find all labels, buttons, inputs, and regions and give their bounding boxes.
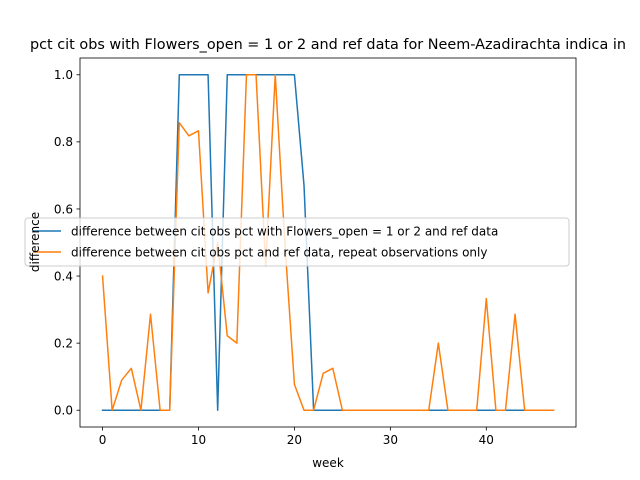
x-tick-label: 10: [191, 433, 206, 447]
axes: 0 10 20 30 40 0.0 0.2 0.4 0.6 0.8 1.0: [54, 68, 494, 447]
x-tick-label: 0: [99, 433, 107, 447]
series-lines: [101, 74, 555, 411]
y-tick-label: 0.6: [54, 202, 73, 216]
x-axis-label: week: [312, 456, 344, 470]
series-line-1: [101, 74, 555, 411]
y-tick-label: 1.0: [54, 68, 73, 82]
x-tick-label: 40: [479, 433, 494, 447]
x-tick-label: 30: [383, 433, 398, 447]
y-tick-label: 0.0: [54, 404, 73, 418]
y-tick-label: 0.2: [54, 336, 73, 350]
y-axis-label: difference: [28, 212, 42, 272]
y-tick-label: 0.8: [54, 135, 73, 149]
legend-box: [24, 217, 570, 267]
legend: difference between cit obs pct with Flow…: [24, 217, 570, 267]
legend-label-1: difference between cit obs pct with Flow…: [71, 224, 498, 238]
chart-title: pct cit obs with Flowers_open = 1 or 2 a…: [30, 37, 626, 53]
legend-label-2: difference between cit obs pct and ref d…: [71, 245, 487, 259]
y-tick-label: 0.4: [54, 269, 73, 283]
x-tick-label: 20: [287, 433, 302, 447]
series-line-2: [101, 74, 555, 411]
